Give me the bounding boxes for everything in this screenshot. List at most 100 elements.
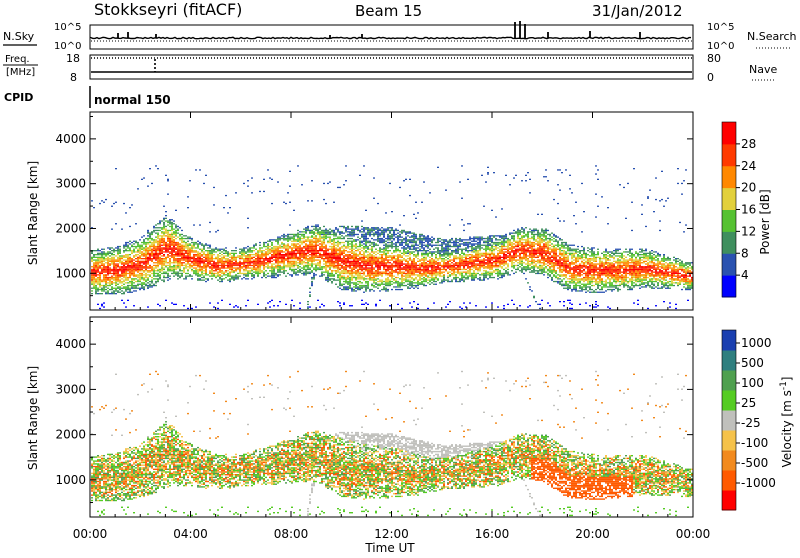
power-cell <box>107 278 109 279</box>
power-cell <box>271 239 273 240</box>
power-cell <box>419 243 421 244</box>
power-cell <box>287 247 289 248</box>
power-cell <box>343 242 345 243</box>
power-cell <box>137 188 139 189</box>
power-cell <box>371 273 373 274</box>
power-cell <box>273 270 275 271</box>
power-cell <box>399 265 401 266</box>
power-cell <box>159 249 161 250</box>
power-cell <box>325 270 327 271</box>
power-cell <box>211 261 213 262</box>
power-cell <box>287 261 289 262</box>
power-cell <box>375 239 377 240</box>
power-cell <box>141 247 143 248</box>
power-cell <box>307 238 309 239</box>
power-cell <box>433 261 435 262</box>
power-cell <box>199 280 201 281</box>
power-cell <box>153 250 155 251</box>
power-cell <box>421 284 423 285</box>
power-cell <box>295 241 297 242</box>
power-cell <box>193 267 195 268</box>
power-cell <box>435 247 437 248</box>
power-cell <box>349 261 351 262</box>
power-cell <box>149 241 151 242</box>
power-cell <box>293 238 295 239</box>
power-cell <box>111 257 113 258</box>
power-cell <box>427 272 429 273</box>
power-cell <box>151 277 153 278</box>
power-cell <box>353 257 355 258</box>
power-cell <box>261 258 263 259</box>
power-cell <box>431 258 433 259</box>
power-cell <box>375 266 377 267</box>
power-cell <box>325 234 327 235</box>
power-cell <box>167 230 169 231</box>
power-cell <box>265 262 267 263</box>
power-cell <box>389 257 391 258</box>
power-cell <box>447 251 449 252</box>
power-cell <box>413 282 415 283</box>
power-cell <box>273 305 275 306</box>
power-cell <box>425 253 427 254</box>
power-cell <box>313 251 315 252</box>
power-cell <box>275 253 277 254</box>
power-cell <box>111 270 113 271</box>
power-cell <box>391 273 393 274</box>
power-cell <box>323 241 325 242</box>
power-cell <box>167 235 169 236</box>
power-cell <box>353 265 355 266</box>
power-cell <box>389 233 391 234</box>
power-cell <box>321 246 323 247</box>
power-cell <box>417 281 419 282</box>
power-cell <box>375 254 377 255</box>
power-cell <box>367 285 369 286</box>
power-cell <box>185 267 187 268</box>
power-cell <box>239 262 241 263</box>
power-cell <box>129 247 131 248</box>
power-cell <box>229 207 231 208</box>
power-cell <box>345 267 347 268</box>
power-cell <box>137 267 139 268</box>
power-cell <box>315 267 317 268</box>
power-cell <box>267 254 269 255</box>
power-cell <box>323 238 325 239</box>
power-cell <box>149 270 151 271</box>
power-cell <box>311 265 313 266</box>
power-cell <box>157 245 159 246</box>
power-cell <box>339 265 341 266</box>
power-cell <box>365 263 367 264</box>
power-cell <box>141 282 143 283</box>
power-cell <box>291 276 293 277</box>
power-cell <box>351 276 353 277</box>
power-cell <box>271 243 273 244</box>
power-cell <box>121 261 123 262</box>
power-cell <box>113 272 115 273</box>
power-cell <box>95 280 97 281</box>
power-cell <box>427 270 429 271</box>
power-cell <box>419 242 421 243</box>
power-cell <box>245 255 247 256</box>
power-cell <box>277 254 279 255</box>
power-cell <box>359 282 361 283</box>
power-cell <box>123 293 125 294</box>
power-cell <box>393 234 395 235</box>
power-cell <box>131 282 133 283</box>
power-cell <box>159 254 161 255</box>
power-cell <box>407 251 409 252</box>
power-cell <box>97 282 99 283</box>
power-cell <box>217 258 219 259</box>
power-cell <box>137 265 139 266</box>
power-cell <box>371 270 373 271</box>
power-cell <box>271 245 273 246</box>
power-cell <box>145 255 147 256</box>
power-cell <box>143 253 145 254</box>
power-cell <box>299 262 301 263</box>
power-cell <box>411 262 413 263</box>
power-cell <box>419 266 421 267</box>
power-cell <box>129 259 131 260</box>
power-cell <box>221 265 223 266</box>
power-cell <box>215 270 217 271</box>
power-cell <box>145 262 147 263</box>
power-cell <box>439 253 441 254</box>
power-cell <box>323 235 325 236</box>
